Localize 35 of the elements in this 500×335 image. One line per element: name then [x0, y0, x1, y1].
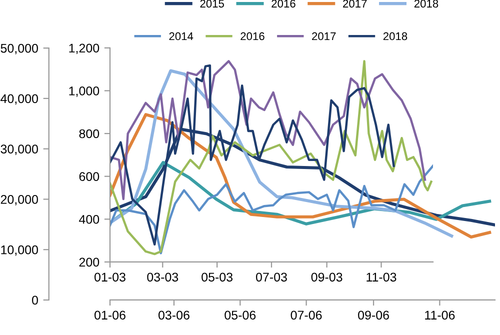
y-tick-label: 50,000 [0, 44, 38, 54]
x-tick-label: 05-03 [202, 272, 233, 282]
legend-label: 2015 [200, 0, 224, 8]
y-tick-label: 10,000 [1, 245, 38, 256]
y-tick-label: 20,000 [0, 195, 38, 206]
legend-label: 2018 [383, 32, 408, 40]
line-series [110, 164, 433, 254]
x-tick-label: 07-03 [256, 272, 287, 282]
y-tick-label: 800 [79, 129, 100, 138]
x-tick-label: 11-03 [366, 272, 396, 282]
line-series [110, 60, 432, 256]
x-tick-label: 01-06 [94, 310, 126, 320]
x-tick-label: 01-03 [94, 272, 126, 282]
y-tick-label: 40,000 [0, 94, 38, 105]
x-tick-label: 05-06 [224, 310, 256, 320]
x-tick-label: 11-06 [425, 310, 455, 320]
legend-label: 2016 [240, 32, 264, 40]
legend-label: 2017 [343, 0, 367, 8]
line-series [110, 60, 426, 200]
x-tick-label: 03-03 [147, 272, 178, 282]
y-tick-label: 1,000 [69, 86, 100, 97]
y-tick-label: 30,000 [0, 144, 38, 155]
x-tick-label: 03-06 [158, 310, 190, 320]
y-tick-label: 0 [32, 296, 38, 305]
y-tick-label: 600 [79, 172, 100, 181]
y-tick-label: 400 [79, 214, 100, 224]
x-tick-label: 07-06 [290, 310, 322, 320]
x-tick-label: 09-06 [358, 310, 389, 320]
y-tick-label: 1,200 [69, 44, 100, 54]
legend-label: 2014 [169, 32, 194, 40]
legend-label: 2017 [312, 32, 336, 40]
x-tick-label: 09-03 [311, 272, 342, 282]
legend-label: 2018 [414, 0, 438, 8]
legend-label: 2016 [272, 0, 296, 8]
y-tick-label: 200 [79, 258, 100, 267]
